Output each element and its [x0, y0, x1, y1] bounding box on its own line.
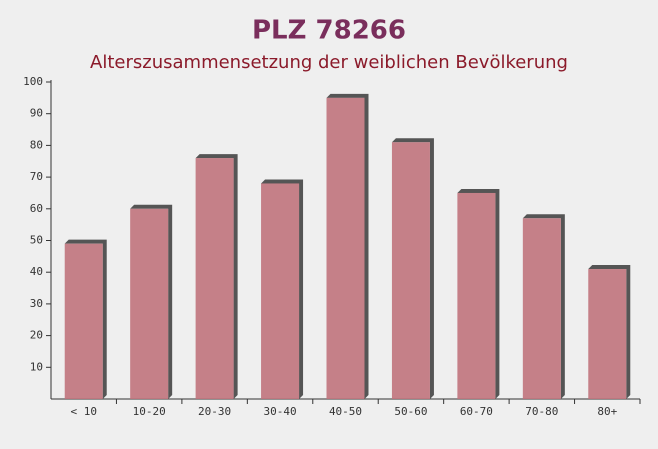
bar [391, 142, 430, 400]
y-tick-label: 100 [23, 75, 43, 88]
y-tick-label: 20 [30, 329, 43, 342]
y-tick-label: 70 [30, 170, 43, 183]
y-tick-label: 30 [30, 297, 43, 310]
bar [195, 158, 234, 399]
x-tick-label: 20-30 [198, 405, 231, 418]
x-tick-label: 10-20 [133, 405, 166, 418]
y-tick-label: 90 [30, 107, 43, 120]
y-tick-label: 10 [30, 360, 43, 373]
y-tick-label: 80 [30, 138, 43, 151]
bar [522, 218, 561, 399]
x-tick-label: 50-60 [394, 405, 427, 418]
bar [64, 243, 103, 399]
x-tick-label: 70-80 [525, 405, 558, 418]
x-tick-label: 30-40 [263, 405, 296, 418]
y-tick-label: 50 [30, 234, 43, 247]
bar [457, 192, 496, 399]
bar [130, 208, 169, 399]
chart-title: PLZ 78266 [252, 16, 406, 46]
x-tick-label: 60-70 [460, 405, 493, 418]
x-tick-label: 80+ [597, 405, 617, 418]
chart-subtitle: Alterszusammensetzung der weiblichen Bev… [90, 52, 568, 73]
x-tick-label: < 10 [70, 405, 97, 418]
bar [326, 97, 365, 399]
bar [588, 269, 627, 399]
bar [261, 183, 300, 399]
y-tick-label: 60 [30, 202, 43, 215]
y-tick-label: 40 [30, 265, 43, 278]
x-tick-label: 40-50 [329, 405, 362, 418]
